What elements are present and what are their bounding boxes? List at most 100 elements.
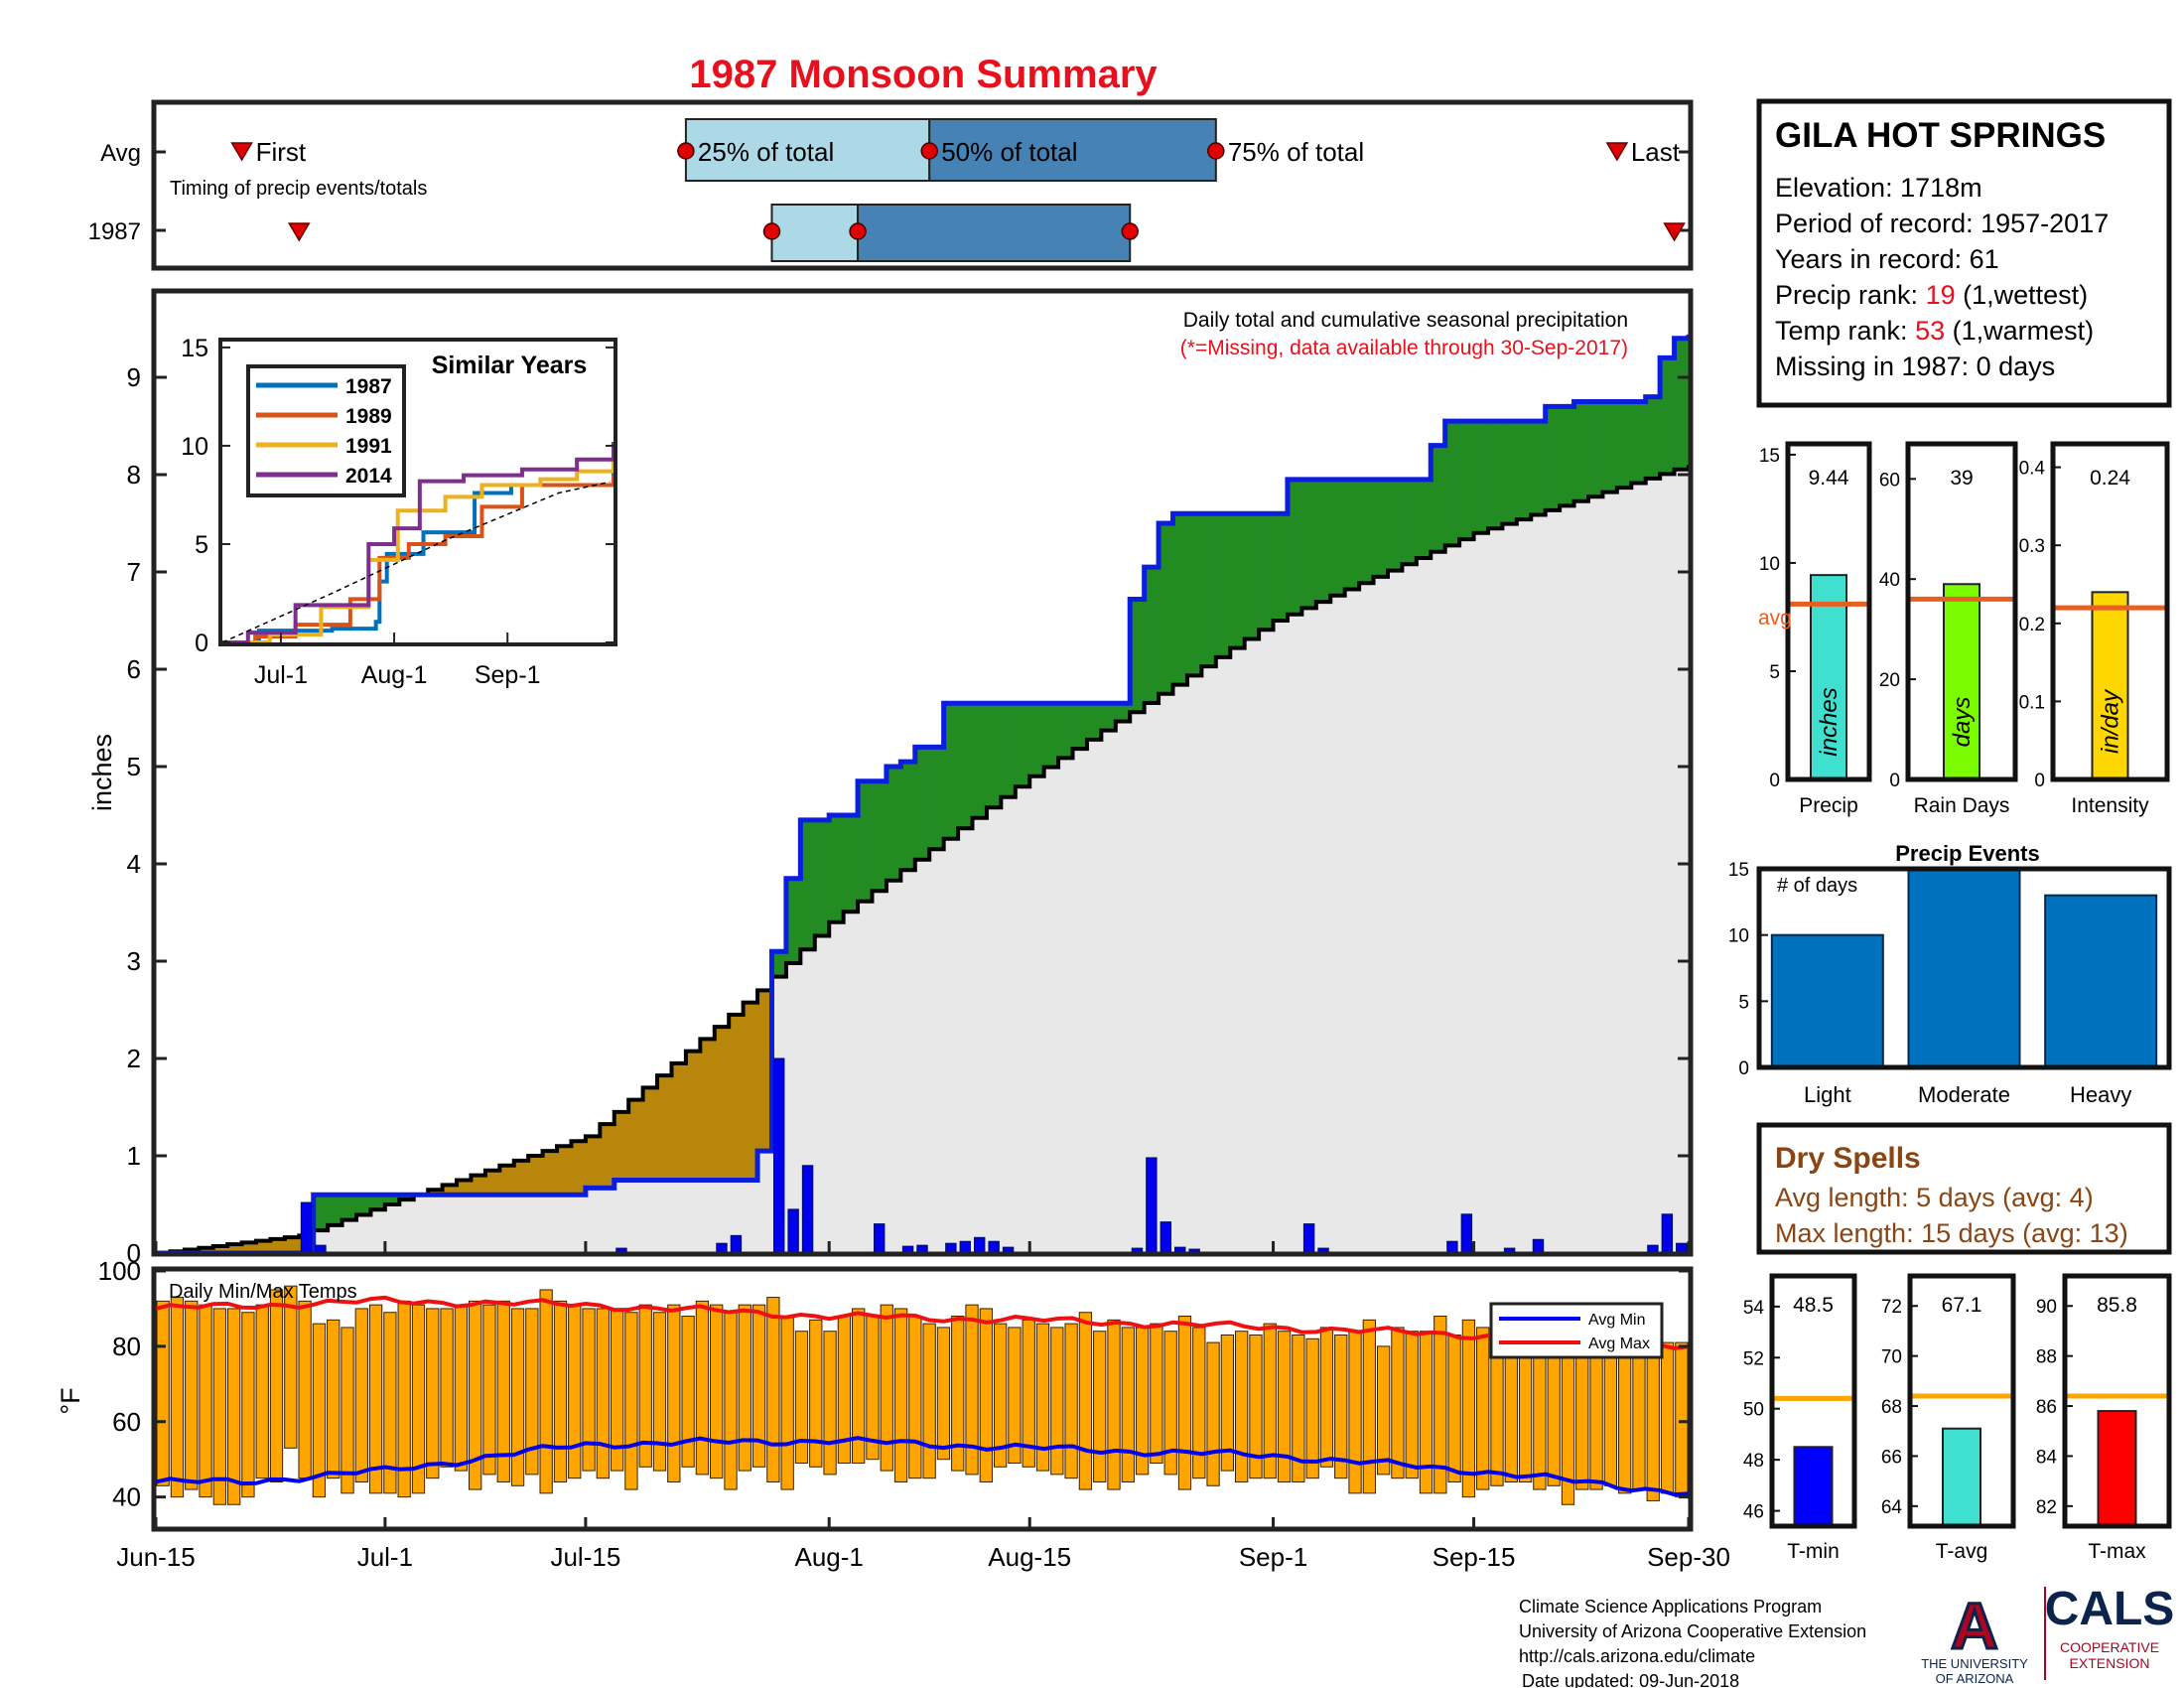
temp-rank-value: 53 — [1915, 316, 1945, 346]
station-info-box: GILA HOT SPRINGS Elevation: 1718m Period… — [1756, 98, 2172, 408]
deficit-column — [484, 1170, 500, 1196]
date-tick-label: Jul-15 — [550, 1542, 620, 1572]
surplus-column — [1359, 479, 1375, 584]
daily-temp-bar — [1646, 1337, 1660, 1501]
daily-precip-bar — [801, 1165, 814, 1254]
surplus-column — [1516, 421, 1532, 520]
tmin-tick-label: 52 — [1743, 1348, 1764, 1369]
daily-temp-bar — [1064, 1323, 1078, 1479]
precip-ytick-label: 9 — [127, 362, 141, 392]
inset-xtick-label: Sep-1 — [475, 661, 541, 689]
timing-row-avg-label: Avg — [100, 140, 141, 167]
inset-legend-label-1987: 1987 — [345, 375, 392, 398]
daily-temp-bar — [710, 1304, 724, 1479]
daily-temp-bar — [226, 1308, 241, 1505]
tmax-bar — [2097, 1410, 2137, 1527]
cals-logo-line1: COOPERATIVE — [2060, 1639, 2159, 1655]
intensity-value: 0.24 — [2090, 467, 2130, 490]
average-cumulative-fill — [156, 465, 1689, 1253]
daily-precip-bar — [300, 1201, 313, 1254]
precip-ytick-label: 5 — [127, 752, 141, 781]
surplus-column — [356, 1195, 372, 1215]
daily-precip-bar — [1532, 1238, 1545, 1254]
daily-temp-bar — [738, 1304, 751, 1472]
year-q75-marker — [1121, 222, 1139, 240]
events-tick-label: 0 — [1738, 1058, 1749, 1079]
tmax-tick-label: 88 — [2036, 1347, 2057, 1368]
surplus-column — [1086, 703, 1102, 740]
surplus-column — [1001, 703, 1017, 797]
precip-bar — [1810, 574, 1847, 780]
surplus-column — [958, 703, 974, 829]
precip-missing-note: (*=Missing, data available through 30-Se… — [1180, 337, 1628, 359]
surplus-column — [1072, 703, 1088, 750]
daily-temp-bar — [936, 1327, 951, 1461]
avg-second-half-box — [928, 118, 1217, 182]
daily-temp-bar — [893, 1308, 908, 1482]
timing-q75-label: 75% of total — [1228, 137, 1364, 167]
daily-temp-bar — [624, 1312, 638, 1490]
surplus-column — [341, 1195, 357, 1220]
events-bar-light — [1770, 933, 1884, 1069]
deficit-column — [557, 1146, 573, 1196]
legend-avg-max-label: Avg Max — [1588, 1336, 1650, 1352]
rain_days-value: 39 — [1950, 467, 1973, 490]
tmax-tick-label: 86 — [2036, 1397, 2057, 1418]
deficit-column — [628, 1099, 644, 1181]
surplus-column — [886, 767, 901, 881]
daily-temp-bar — [255, 1304, 269, 1479]
surplus-column — [785, 878, 801, 963]
daily-temp-bar — [1348, 1331, 1362, 1494]
daily-temp-bar — [1376, 1345, 1391, 1476]
precip-ytick-label: 4 — [127, 849, 141, 879]
deficit-column — [499, 1165, 515, 1196]
surplus-column — [1459, 421, 1475, 540]
daily-temp-bar — [1575, 1345, 1589, 1490]
surplus-column — [1244, 513, 1260, 639]
daily-precip-bar — [988, 1240, 1000, 1254]
temps-frame — [151, 1266, 1694, 1532]
daily-temp-bar — [582, 1308, 596, 1472]
daily-temp-bar — [1150, 1323, 1163, 1465]
daily-temp-bar — [496, 1300, 510, 1482]
surplus-column — [1144, 567, 1160, 704]
precip-unit: inches — [1816, 687, 1843, 756]
timing-frame — [151, 99, 1694, 271]
avg-last-marker — [1605, 142, 1629, 162]
timing-row-year-label: 1987 — [88, 218, 141, 245]
surplus-column — [814, 819, 830, 936]
rain_days-frame — [1905, 441, 2018, 782]
surplus-column — [328, 1195, 343, 1225]
surplus-column — [1201, 513, 1217, 667]
daily-temp-bar — [965, 1304, 979, 1476]
deficit-column — [757, 990, 773, 1152]
inset-legend-label-1991: 1991 — [345, 435, 392, 458]
deficit-column — [212, 1245, 228, 1253]
tmin-tick-label: 54 — [1743, 1298, 1765, 1319]
daily-temp-bar — [1008, 1327, 1022, 1464]
tmin-frame — [1769, 1273, 1857, 1529]
dry-spells-frame — [1756, 1122, 2172, 1255]
ua-logo-line2: OF ARIZONA — [1936, 1671, 2014, 1686]
daily-temp-bar — [1589, 1349, 1603, 1490]
surplus-column — [1587, 401, 1604, 497]
surplus-column — [800, 819, 816, 950]
tmin-value: 48.5 — [1793, 1294, 1834, 1317]
date-tick-label: Aug-15 — [988, 1542, 1071, 1572]
daily-temp-bar — [880, 1304, 893, 1472]
temps-legend: Avg Min Avg Max — [1489, 1302, 1664, 1359]
rain_days-tick-label: 20 — [1879, 670, 1900, 691]
deficit-column — [714, 1027, 730, 1181]
timing-q25-label: 25% of total — [698, 137, 834, 167]
intensity-tick-label: 0 — [2034, 771, 2045, 791]
precip-caption: Daily total and cumulative seasonal prec… — [1183, 309, 1628, 332]
surplus-column — [1560, 406, 1575, 506]
daily-temp-bar — [426, 1308, 440, 1479]
station-temp-rank: Temp rank: 53 (1,warmest) — [1775, 316, 2094, 346]
daily-temp-bar — [1263, 1323, 1277, 1479]
tmax-frame — [2062, 1273, 2172, 1529]
observed-cumulative-line — [156, 334, 1692, 1256]
legend-avg-min-label: Avg Min — [1588, 1312, 1646, 1329]
daily-temp-bar — [724, 1312, 738, 1490]
